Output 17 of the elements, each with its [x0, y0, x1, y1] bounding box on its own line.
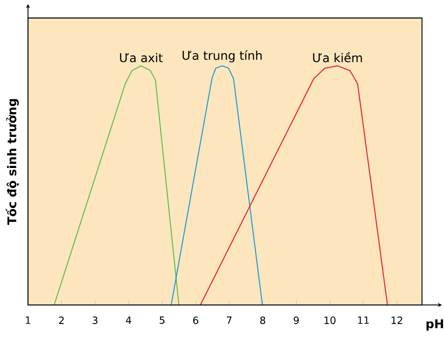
series-label: Ưa kiềm	[313, 52, 362, 62]
x-axis-title: pH	[426, 319, 444, 331]
x-tick-label: 1	[26, 316, 30, 324]
series-label: Ưa axit	[120, 53, 163, 62]
series-label: Ưa trung tính	[182, 50, 262, 62]
x-tick-label: 11	[358, 316, 369, 324]
x-tick-label: 5	[160, 316, 164, 324]
x-tick-label: 8	[260, 316, 266, 324]
x-tick-label: 3	[92, 316, 98, 324]
x-tick-label: 12	[392, 316, 402, 324]
x-tick-label: 4	[126, 316, 132, 324]
x-tick-label: 10	[324, 316, 336, 324]
x-tick-label: 7	[226, 316, 232, 324]
x-tick-label: 9	[294, 316, 299, 324]
x-tick-label: 6	[193, 316, 198, 324]
y-axis-title: Tốc độ sinh trưởng	[6, 99, 19, 225]
x-tick-label: 2	[59, 316, 64, 324]
